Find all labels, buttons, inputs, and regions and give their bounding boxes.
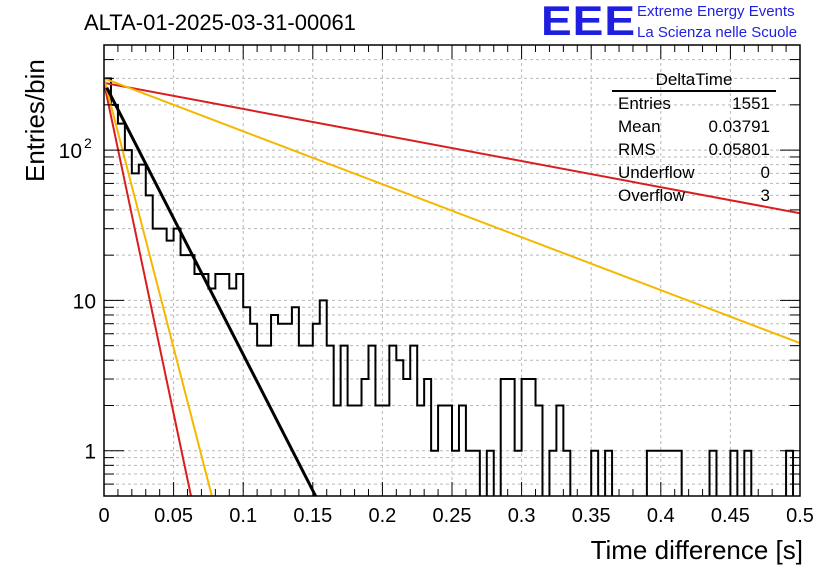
x-tick-label: 0.25 xyxy=(433,505,472,527)
x-tick-label: 0 xyxy=(98,505,109,527)
x-tick-label: 0.15 xyxy=(293,505,332,527)
y-tick-label: 10 xyxy=(59,140,82,163)
x-axis-label: Time difference [s] xyxy=(590,535,803,565)
stats-value: 3 xyxy=(760,186,770,205)
x-tick-label: 0.45 xyxy=(711,505,750,527)
stats-value: 0 xyxy=(760,163,770,182)
x-tick-label: 0.4 xyxy=(647,505,675,527)
fit-line xyxy=(104,78,213,496)
x-tick-label: 0.05 xyxy=(154,505,193,527)
stats-label: Entries xyxy=(618,94,671,113)
histogram-step xyxy=(104,77,795,496)
stats-value: 0.05801 xyxy=(708,140,770,159)
y-tick-label-exponent: 2 xyxy=(84,135,92,151)
stats-label: Underflow xyxy=(618,163,695,182)
fit-lines xyxy=(104,77,800,496)
stats-value: 0.03791 xyxy=(708,117,770,136)
fit-line xyxy=(104,82,192,496)
fit-line xyxy=(104,81,800,215)
plot-title: ALTA-01-2025-03-31-00061 xyxy=(84,10,356,35)
stats-value: 1551 xyxy=(732,94,770,113)
stats-row-underflow: Underflow 0 xyxy=(612,161,776,184)
y-tick-label: 10 xyxy=(73,290,96,313)
stats-box-title: DeltaTime xyxy=(612,68,776,92)
eee-logo: EEE xyxy=(541,0,637,45)
stats-row-mean: Mean 0.03791 xyxy=(612,115,776,138)
x-tick-label: 0.35 xyxy=(572,505,611,527)
histogram-series xyxy=(104,77,795,496)
stats-label: Mean xyxy=(618,117,661,136)
stats-row-entries: Entries 1551 xyxy=(612,92,776,115)
stats-label: Overflow xyxy=(618,186,686,205)
fit-line xyxy=(105,87,317,496)
stats-label: RMS xyxy=(618,140,656,159)
y-tick-label: 1 xyxy=(84,441,96,464)
logo-text-line2: La Scienza nelle Scuole xyxy=(637,24,798,41)
stats-box: DeltaTime Entries 1551 Mean 0.03791 RMS … xyxy=(612,68,776,207)
stats-row-overflow: Overflow 3 xyxy=(612,184,776,207)
x-tick-label: 0.5 xyxy=(786,505,814,527)
x-tick-label: 0.3 xyxy=(508,505,536,527)
axis-ticks: 0 0.05 0.1 0.15 0.2 0.25 0.3 0.35 0.4 0.45 0.5 1 10 1… xyxy=(59,44,814,527)
fit-line xyxy=(104,77,800,345)
logo-text-line1: Extreme Energy Events xyxy=(637,3,795,20)
y-axis-label: Entries/bin xyxy=(20,59,50,182)
x-tick-label: 0.2 xyxy=(368,505,396,527)
x-tick-label: 0.1 xyxy=(229,505,257,527)
stats-row-rms: RMS 0.05801 xyxy=(612,138,776,161)
